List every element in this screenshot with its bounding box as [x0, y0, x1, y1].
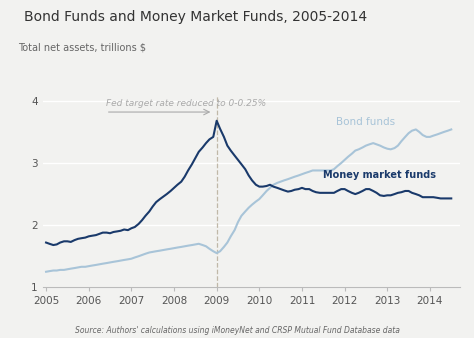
Text: Fed target rate reduced to 0-0.25%: Fed target rate reduced to 0-0.25%	[106, 99, 266, 108]
Text: Bond funds: Bond funds	[336, 117, 395, 127]
Text: Source: Authors' calculations using iMoneyNet and CRSP Mutual Fund Database data: Source: Authors' calculations using iMon…	[74, 325, 400, 335]
Text: Money market funds: Money market funds	[323, 170, 436, 180]
Text: Bond Funds and Money Market Funds, 2005-2014: Bond Funds and Money Market Funds, 2005-…	[24, 10, 367, 24]
Text: Total net assets, trillions $: Total net assets, trillions $	[18, 42, 146, 52]
